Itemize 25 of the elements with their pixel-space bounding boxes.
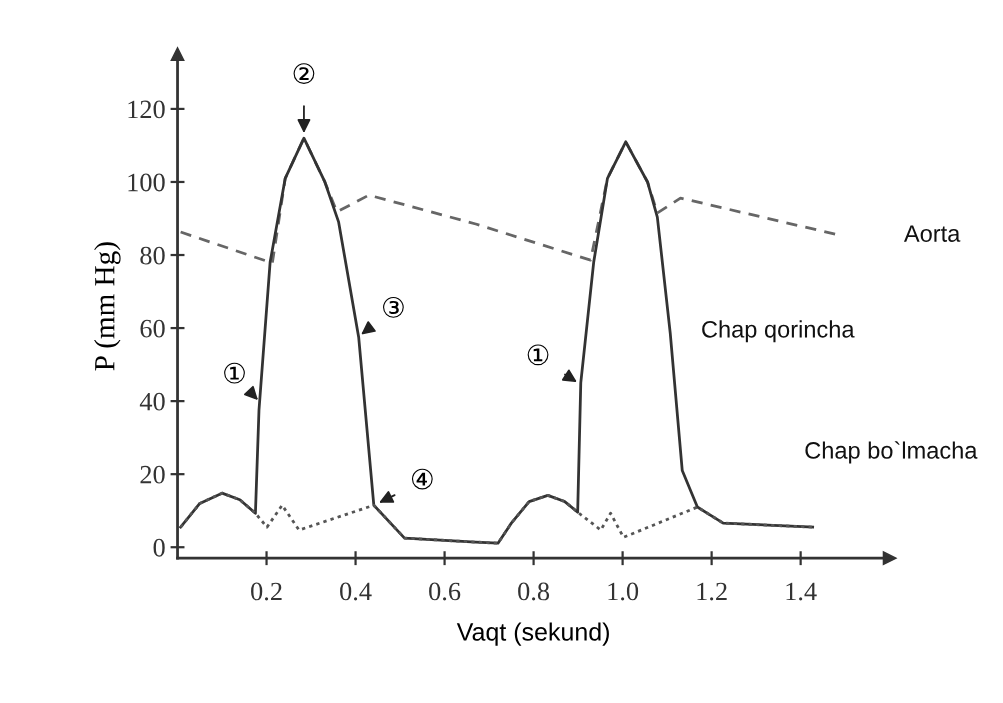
x-tick-label: 1.0 (608, 582, 639, 601)
annotation: ① (527, 344, 549, 366)
annotation: ④ (411, 468, 433, 490)
x-tick-label: 1.4 (786, 582, 817, 601)
line-series (179, 491, 815, 545)
y-tick-label: 80 (140, 246, 165, 265)
series-label: Chap qorincha (702, 320, 855, 343)
x-tick-label: 0.2 (251, 582, 282, 601)
annotation: ② (293, 63, 315, 84)
y-tick-label: 40 (139, 392, 165, 411)
y-tick-label: 100 (128, 173, 165, 192)
y-tick-label: 20 (140, 465, 165, 484)
x-tick-label: 0.8 (518, 582, 550, 601)
y-tick-label: 0 (153, 538, 165, 557)
y-tick-label: 60 (140, 319, 165, 338)
annotation: ① (224, 362, 245, 384)
x-tick-label: 0.4 (340, 582, 372, 601)
y-axis-title: P (mm Hg) (94, 242, 121, 371)
x-tick-label: 1.2 (697, 582, 727, 601)
text: Aorta (903, 225, 961, 242)
x-axis-title: Vaqt (sekund) (456, 622, 609, 646)
annotation: ③ (383, 296, 404, 318)
text: Chap bo`lmacha (805, 441, 978, 464)
y-tick-label: 120 (128, 100, 165, 119)
x-tick-label: 0.6 (429, 582, 461, 601)
